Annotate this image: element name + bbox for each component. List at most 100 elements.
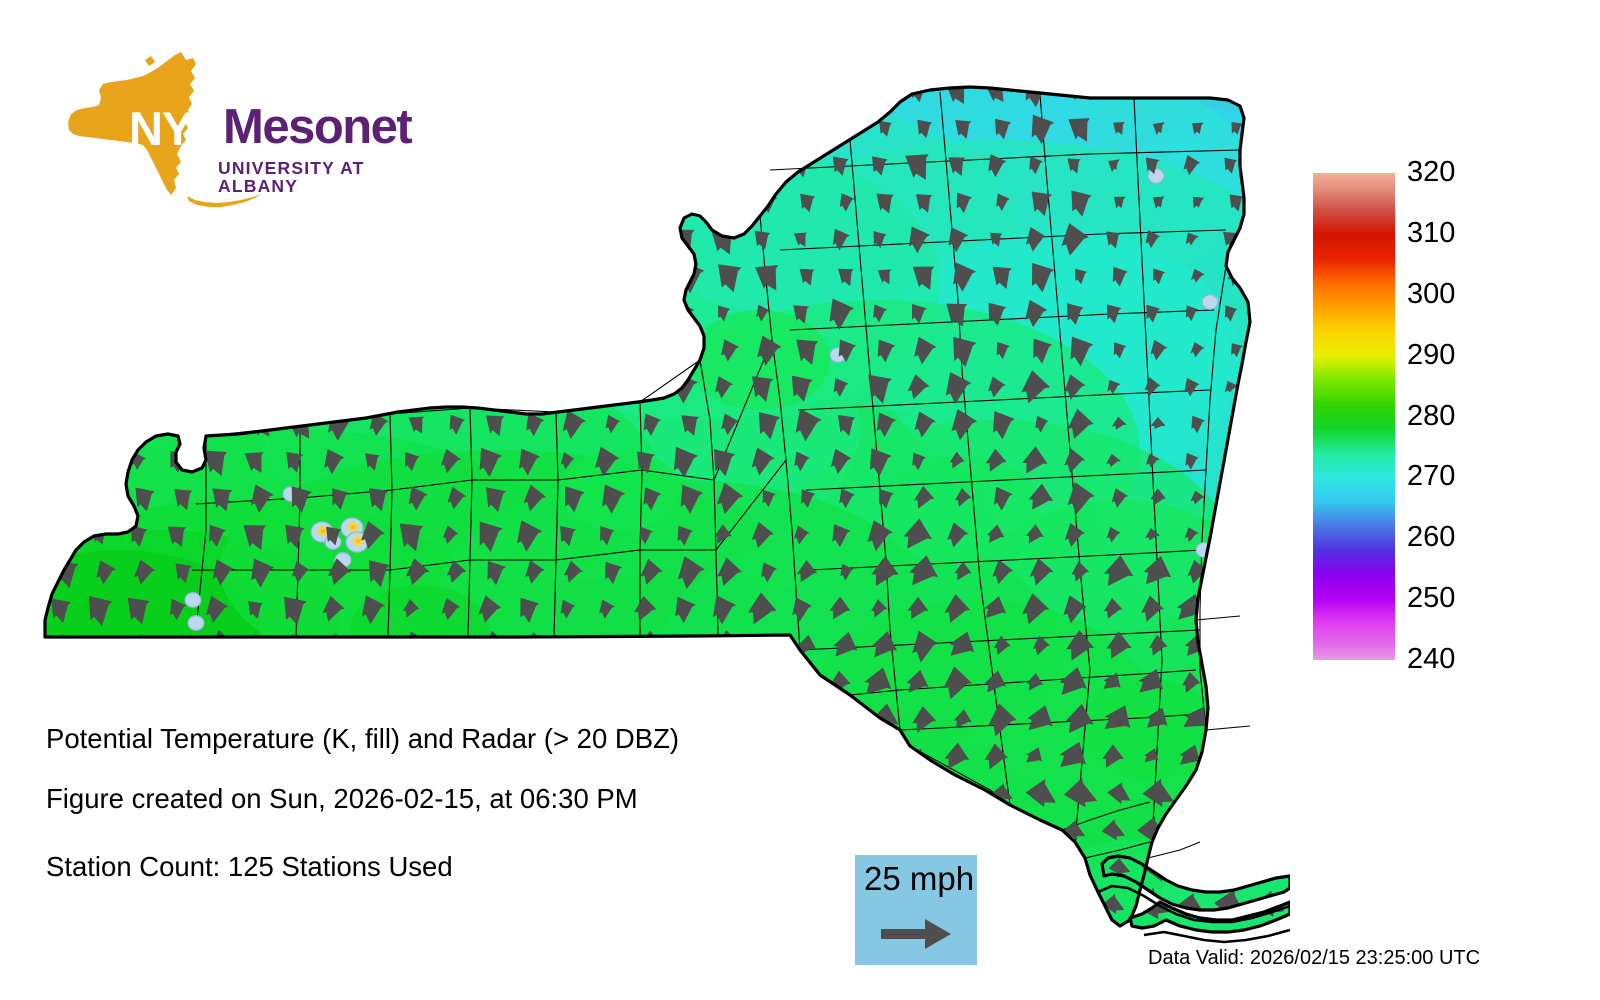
wind-arrow bbox=[522, 230, 537, 249]
wind-arrow bbox=[280, 891, 309, 917]
wind-arrow bbox=[203, 893, 228, 916]
wind-arrow bbox=[1261, 747, 1277, 764]
wind-arrow bbox=[1063, 893, 1086, 914]
wind-arrow bbox=[906, 670, 929, 693]
wind-arrow bbox=[526, 341, 544, 362]
temperature-contour-band bbox=[560, 450, 680, 530]
wind-arrow bbox=[555, 818, 580, 841]
wind-arrow bbox=[253, 195, 268, 211]
wind-arrow bbox=[903, 518, 932, 549]
wind-arrow bbox=[246, 157, 264, 176]
wind-arrow bbox=[714, 524, 732, 544]
wind-arrow bbox=[596, 671, 617, 694]
wind-arrow bbox=[52, 306, 66, 321]
wind-arrow bbox=[988, 703, 1017, 737]
wind-arrow bbox=[487, 560, 506, 586]
wind-arrow bbox=[753, 928, 782, 932]
wind-arrow bbox=[1067, 482, 1095, 515]
wind-arrow bbox=[522, 379, 536, 397]
colorbar-tick-290: 290 bbox=[1407, 338, 1456, 371]
county-line bbox=[192, 459, 787, 571]
wind-arrow bbox=[442, 379, 458, 397]
wind-arrow bbox=[513, 87, 539, 106]
wind-arrow bbox=[832, 156, 849, 176]
wind-arrow bbox=[484, 266, 506, 290]
wind-arrow bbox=[478, 595, 502, 623]
wind-arrow bbox=[830, 448, 852, 475]
wind-arrow bbox=[717, 782, 742, 804]
radar-echo bbox=[1201, 294, 1219, 310]
wind-arrow bbox=[131, 525, 148, 547]
wind-arrow bbox=[50, 669, 74, 701]
wind-arrow bbox=[759, 120, 777, 139]
wind-arrow bbox=[205, 595, 229, 624]
figure-created-timestamp: Figure created on Sun, 2026-02-15, at 06… bbox=[46, 783, 638, 814]
wind-arrow bbox=[1145, 527, 1160, 541]
wind-arrow bbox=[793, 747, 809, 764]
wind-arrow bbox=[873, 782, 897, 804]
wind-arrow bbox=[518, 669, 541, 698]
wind-arrow bbox=[52, 453, 69, 472]
wind-arrow bbox=[637, 451, 655, 474]
wind-arrow bbox=[873, 304, 888, 323]
wind-arrow bbox=[758, 412, 781, 440]
wind-arrow bbox=[797, 634, 816, 655]
wind-arrow bbox=[791, 778, 824, 808]
wind-arrow bbox=[713, 87, 731, 102]
wind-arrow bbox=[362, 155, 381, 174]
wind-arrow bbox=[801, 489, 816, 508]
wind-arrow bbox=[1221, 705, 1248, 729]
wind-arrow bbox=[1107, 782, 1131, 805]
wind-arrow bbox=[127, 303, 149, 327]
county-line bbox=[195, 339, 773, 505]
wind-arrow bbox=[330, 341, 348, 362]
county-line bbox=[467, 407, 473, 638]
wind-arrow bbox=[54, 265, 75, 289]
wind-arrow bbox=[878, 488, 894, 509]
wind-arrow bbox=[639, 158, 652, 174]
wind-arrow bbox=[944, 742, 970, 769]
radar-echo bbox=[1147, 168, 1165, 184]
wind-arrow bbox=[560, 855, 587, 879]
wind-arrow bbox=[1265, 233, 1277, 246]
wind-arrow bbox=[127, 87, 146, 101]
wind-arrow bbox=[1071, 190, 1092, 217]
wind-arrow bbox=[1267, 489, 1283, 505]
wind-arrow bbox=[683, 192, 700, 213]
wind-arrow bbox=[324, 448, 345, 475]
wind-arrow bbox=[363, 822, 382, 838]
wind-arrow bbox=[49, 87, 69, 101]
wind-arrow bbox=[720, 120, 737, 138]
wind-arrow bbox=[129, 188, 157, 215]
county-line bbox=[939, 91, 1011, 806]
wind-arrow bbox=[47, 891, 74, 916]
wind-arrow bbox=[1181, 671, 1201, 693]
wind-arrow bbox=[867, 520, 893, 551]
wind-arrow bbox=[912, 266, 935, 291]
wind-arrow bbox=[1074, 268, 1088, 285]
temperature-contour-band bbox=[880, 455, 1040, 565]
wind-arrow bbox=[1026, 747, 1043, 763]
wind-arrow bbox=[761, 562, 778, 583]
wind-arrow bbox=[164, 153, 189, 176]
wind-arrow bbox=[174, 120, 191, 139]
wind-arrow bbox=[526, 194, 540, 209]
wind-arrow bbox=[670, 87, 695, 104]
wind-arrow bbox=[446, 560, 467, 584]
wind-arrow bbox=[1253, 815, 1285, 845]
wind-arrow bbox=[720, 859, 738, 875]
wind-arrow bbox=[174, 489, 193, 511]
wind-arrow bbox=[1111, 416, 1127, 430]
wind-arrow bbox=[132, 264, 157, 293]
wind-arrow bbox=[324, 379, 340, 397]
wind-arrow bbox=[871, 599, 888, 618]
wind-arrow bbox=[912, 705, 937, 733]
wind-arrow bbox=[361, 670, 384, 695]
wind-arrow bbox=[527, 269, 541, 285]
wind-arrow bbox=[683, 119, 699, 139]
wind-arrow bbox=[639, 526, 653, 545]
wind-arrow bbox=[598, 116, 622, 143]
wind-arrow bbox=[827, 87, 849, 104]
wind-arrow bbox=[751, 521, 774, 549]
wind-arrow bbox=[792, 927, 822, 932]
